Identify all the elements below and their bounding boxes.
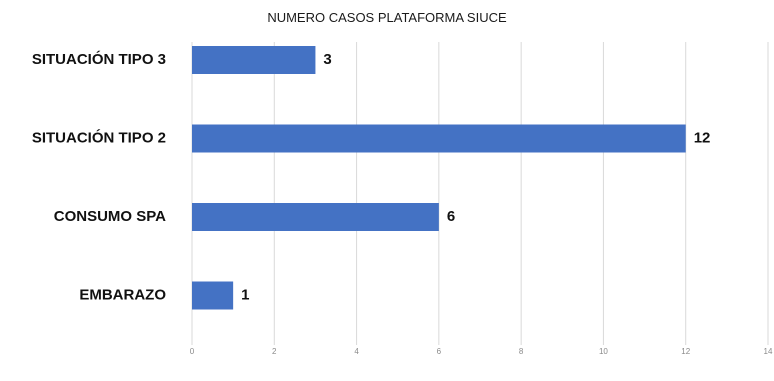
x-tick-label: 0	[190, 347, 195, 356]
category-label: SITUACIÓN TIPO 2	[32, 128, 166, 146]
data-label: 6	[447, 208, 455, 225]
x-tick-label: 2	[272, 347, 277, 356]
data-label: 1	[241, 286, 249, 303]
x-axis-ticks: 0 2 4 6 8 10 12 14	[190, 347, 773, 356]
x-tick-label: 8	[519, 347, 524, 356]
gridlines	[191, 42, 769, 345]
bar	[192, 124, 686, 153]
category-label: EMBARAZO	[79, 286, 166, 303]
bars: 3 12 6 1	[192, 46, 710, 310]
bar	[192, 203, 439, 231]
category-labels: SITUACIÓN TIPO 3 SITUACIÓN TIPO 2 CONSUMO …	[32, 50, 167, 304]
x-tick-label: 4	[354, 347, 359, 356]
chart-title: NUMERO CASOS PLATAFORMA SIUCE	[267, 10, 507, 25]
x-tick-label: 10	[599, 347, 608, 356]
category-label: CONSUMO SPA	[54, 208, 166, 225]
x-tick-label: 14	[764, 347, 773, 356]
x-tick-label: 6	[437, 347, 442, 356]
data-label: 3	[323, 51, 331, 68]
x-tick-label: 12	[681, 347, 690, 356]
bar	[192, 281, 234, 310]
bar	[192, 46, 316, 74]
category-label: SITUACIÓN TIPO 3	[32, 50, 166, 68]
data-label: 12	[694, 129, 711, 146]
